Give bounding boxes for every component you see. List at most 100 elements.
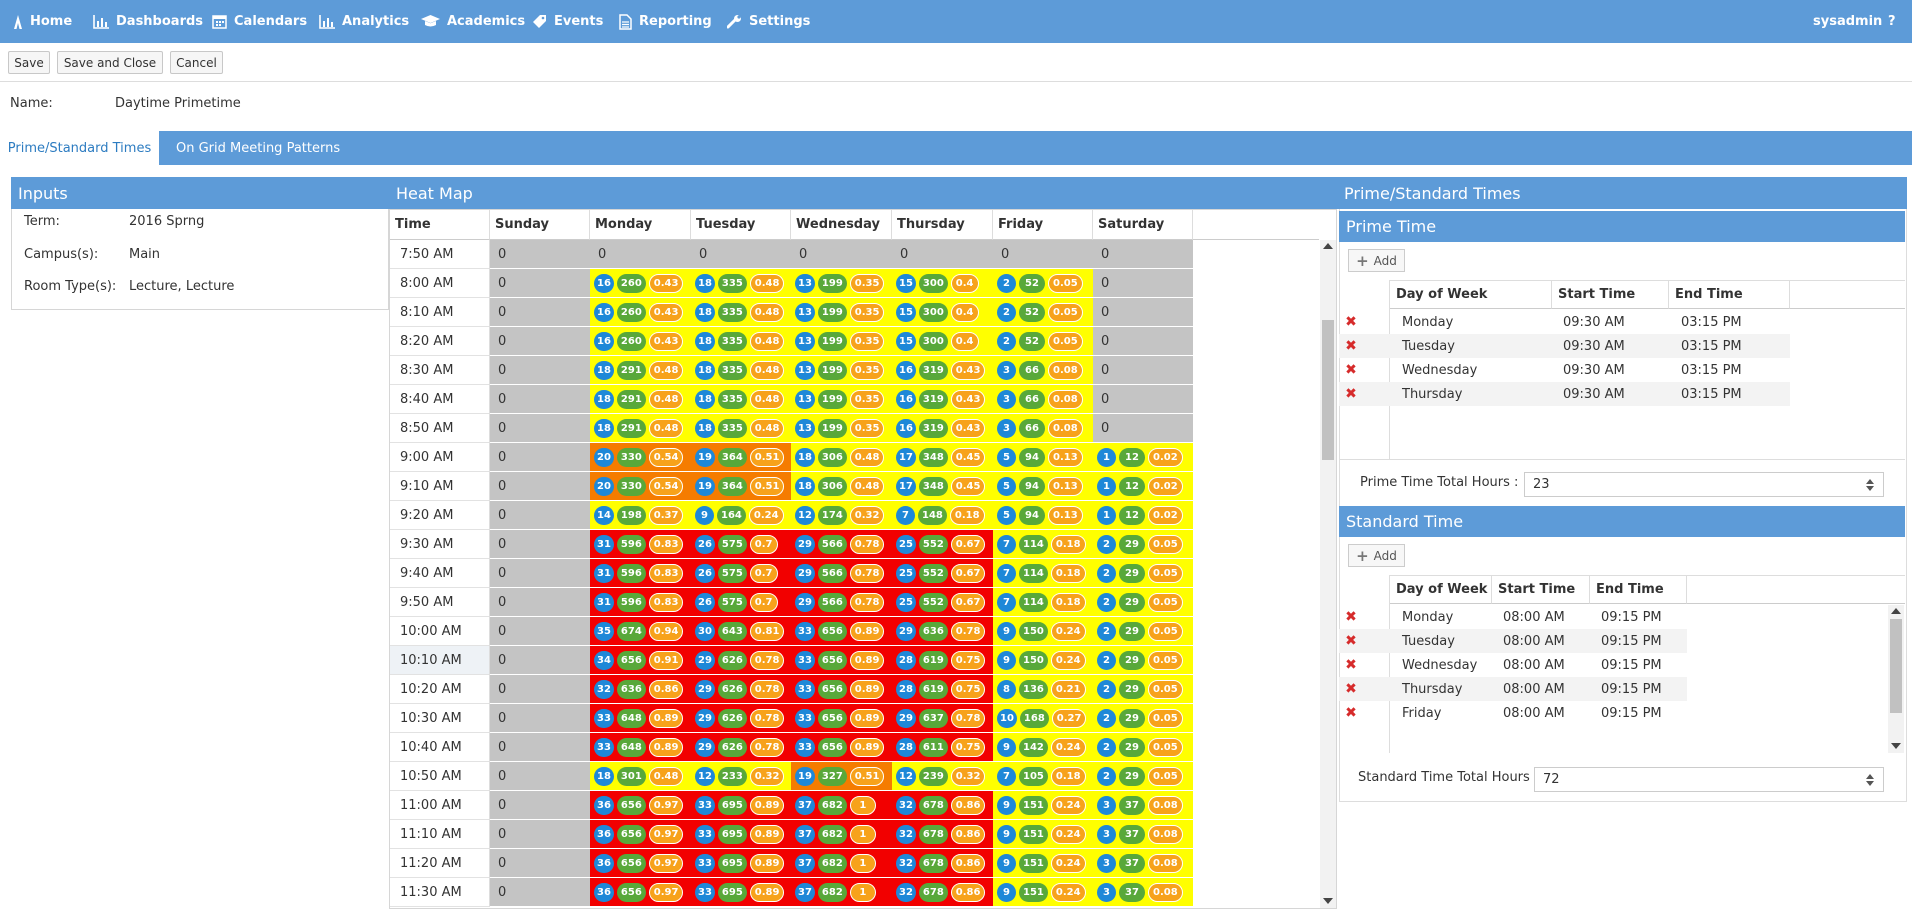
heatmap-cell[interactable]: 33 695 0.89 bbox=[691, 878, 791, 907]
heatmap-cell-empty[interactable]: 0 bbox=[590, 240, 691, 269]
delete-icon[interactable]: ✖ bbox=[1345, 314, 1357, 330]
heatmap-cell[interactable]: 3 66 0.08 bbox=[993, 356, 1093, 385]
heatmap-cell[interactable]: 9 150 0.24 bbox=[993, 617, 1093, 646]
heatmap-cell[interactable]: 7 114 0.18 bbox=[993, 530, 1093, 559]
heatmap-cell[interactable]: 2 29 0.05 bbox=[1093, 762, 1193, 791]
heatmap-time-cell[interactable]: 8:10 AM bbox=[390, 298, 490, 327]
standard-scroll-thumb[interactable] bbox=[1890, 619, 1902, 713]
user-menu[interactable]: sysadmin bbox=[1813, 0, 1882, 43]
heatmap-cell-empty[interactable]: 0 bbox=[490, 559, 590, 588]
heatmap-cell[interactable]: 2 29 0.05 bbox=[1093, 646, 1193, 675]
heatmap-cell-empty[interactable]: 0 bbox=[993, 240, 1093, 269]
prime-add-button[interactable]: + Add bbox=[1348, 249, 1405, 272]
heatmap-time-cell[interactable]: 9:20 AM bbox=[390, 501, 490, 530]
heatmap-cell[interactable]: 18 335 0.48 bbox=[691, 385, 791, 414]
scroll-down-icon[interactable] bbox=[1891, 743, 1901, 749]
heatmap-cell[interactable]: 31 596 0.83 bbox=[590, 530, 691, 559]
heatmap-cell-empty[interactable]: 0 bbox=[490, 414, 590, 443]
heatmap-cell-empty[interactable]: 0 bbox=[490, 269, 590, 298]
heatmap-cell-empty[interactable]: 0 bbox=[490, 762, 590, 791]
heatmap-cell[interactable]: 33 648 0.89 bbox=[590, 704, 691, 733]
heatmap-time-cell[interactable]: 11:00 AM bbox=[390, 791, 490, 820]
heatmap-time-cell[interactable]: 8:30 AM bbox=[390, 356, 490, 385]
heatmap-time-cell[interactable]: 11:20 AM bbox=[390, 849, 490, 878]
heatmap-cell-empty[interactable]: 0 bbox=[1093, 298, 1193, 327]
heatmap-cell[interactable]: 7 105 0.18 bbox=[993, 762, 1093, 791]
delete-icon[interactable]: ✖ bbox=[1345, 657, 1357, 673]
heatmap-cell[interactable]: 3 37 0.08 bbox=[1093, 820, 1193, 849]
heatmap-cell[interactable]: 18 291 0.48 bbox=[590, 414, 691, 443]
heatmap-cell[interactable]: 16 319 0.43 bbox=[892, 414, 993, 443]
heatmap-cell[interactable]: 9 151 0.24 bbox=[993, 820, 1093, 849]
heatmap-cell-empty[interactable]: 0 bbox=[490, 588, 590, 617]
heatmap-cell[interactable]: 8 136 0.21 bbox=[993, 675, 1093, 704]
heatmap-time-cell[interactable]: 7:50 AM bbox=[390, 240, 490, 269]
prime-time-row[interactable]: ✖ Wednesday 09:30 AM 03:15 PM bbox=[1339, 358, 1790, 382]
heatmap-scroll-thumb[interactable] bbox=[1322, 320, 1334, 460]
heatmap-cell[interactable]: 33 695 0.89 bbox=[691, 791, 791, 820]
nav-settings[interactable]: Settings bbox=[727, 0, 810, 43]
prime-col-day[interactable]: Day of Week bbox=[1390, 280, 1552, 309]
prime-col-end[interactable]: End Time bbox=[1669, 280, 1790, 309]
delete-icon[interactable]: ✖ bbox=[1345, 386, 1357, 402]
heatmap-cell[interactable]: 37 682 1 bbox=[791, 791, 892, 820]
heatmap-cell-empty[interactable]: 0 bbox=[490, 733, 590, 762]
heatmap-cell[interactable]: 28 619 0.75 bbox=[892, 646, 993, 675]
heatmap-cell[interactable]: 20 330 0.54 bbox=[590, 443, 691, 472]
heatmap-cell[interactable]: 29 566 0.78 bbox=[791, 588, 892, 617]
spinner-icon[interactable] bbox=[1865, 478, 1875, 492]
heatmap-cell-empty[interactable]: 0 bbox=[490, 675, 590, 704]
heatmap-cell[interactable]: 18 301 0.48 bbox=[590, 762, 691, 791]
heatmap-cell[interactable]: 2 29 0.05 bbox=[1093, 559, 1193, 588]
heatmap-cell[interactable]: 15 300 0.4 bbox=[892, 298, 993, 327]
heatmap-cell[interactable]: 2 52 0.05 bbox=[993, 298, 1093, 327]
heatmap-cell[interactable]: 36 656 0.97 bbox=[590, 820, 691, 849]
heatmap-cell-empty[interactable]: 0 bbox=[490, 443, 590, 472]
cancel-button[interactable]: Cancel bbox=[170, 51, 223, 74]
heatmap-cell[interactable]: 36 656 0.97 bbox=[590, 849, 691, 878]
heatmap-cell[interactable]: 18 335 0.48 bbox=[691, 356, 791, 385]
heatmap-cell[interactable]: 36 656 0.97 bbox=[590, 791, 691, 820]
heatmap-col-wednesday[interactable]: Wednesday bbox=[791, 210, 892, 240]
heatmap-cell[interactable]: 37 682 1 bbox=[791, 849, 892, 878]
heatmap-cell-empty[interactable]: 0 bbox=[490, 617, 590, 646]
heatmap-cell[interactable]: 14 198 0.37 bbox=[590, 501, 691, 530]
prime-total-input[interactable]: 23 bbox=[1524, 472, 1884, 497]
heatmap-cell[interactable]: 3 66 0.08 bbox=[993, 414, 1093, 443]
nav-academics[interactable]: Academics bbox=[421, 0, 525, 43]
heatmap-cell[interactable]: 18 335 0.48 bbox=[691, 298, 791, 327]
standard-time-row[interactable]: ✖ Tuesday 08:00 AM 09:15 PM bbox=[1339, 629, 1687, 653]
heatmap-cell[interactable]: 31 596 0.83 bbox=[590, 588, 691, 617]
heatmap-cell[interactable]: 18 291 0.48 bbox=[590, 385, 691, 414]
heatmap-cell-empty[interactable]: 0 bbox=[490, 878, 590, 907]
heatmap-cell[interactable]: 9 151 0.24 bbox=[993, 791, 1093, 820]
heatmap-cell-empty[interactable]: 0 bbox=[490, 472, 590, 501]
heatmap-cell[interactable]: 16 260 0.43 bbox=[590, 298, 691, 327]
heatmap-cell-empty[interactable]: 0 bbox=[490, 327, 590, 356]
heatmap-cell[interactable]: 18 335 0.48 bbox=[691, 327, 791, 356]
heatmap-cell[interactable]: 2 29 0.05 bbox=[1093, 733, 1193, 762]
heatmap-cell[interactable]: 2 29 0.05 bbox=[1093, 588, 1193, 617]
heatmap-cell[interactable]: 19 364 0.51 bbox=[691, 443, 791, 472]
heatmap-cell[interactable]: 37 682 1 bbox=[791, 878, 892, 907]
heatmap-cell[interactable]: 1 12 0.02 bbox=[1093, 472, 1193, 501]
heatmap-cell[interactable]: 18 335 0.48 bbox=[691, 414, 791, 443]
heatmap-cell[interactable]: 13 199 0.35 bbox=[791, 298, 892, 327]
heatmap-cell[interactable]: 2 29 0.05 bbox=[1093, 704, 1193, 733]
heatmap-time-cell[interactable]: 9:10 AM bbox=[390, 472, 490, 501]
heatmap-cell[interactable]: 5 94 0.13 bbox=[993, 501, 1093, 530]
heatmap-time-cell[interactable]: 9:40 AM bbox=[390, 559, 490, 588]
heatmap-cell[interactable]: 33 656 0.89 bbox=[791, 646, 892, 675]
nav-calendars[interactable]: Calendars bbox=[212, 0, 307, 43]
heatmap-time-cell[interactable]: 10:50 AM bbox=[390, 762, 490, 791]
heatmap-time-cell[interactable]: 10:20 AM bbox=[390, 675, 490, 704]
heatmap-cell[interactable]: 13 199 0.35 bbox=[791, 269, 892, 298]
standard-col-day[interactable]: Day of Week bbox=[1390, 575, 1492, 604]
heatmap-cell[interactable]: 33 656 0.89 bbox=[791, 675, 892, 704]
delete-icon[interactable]: ✖ bbox=[1345, 338, 1357, 354]
heatmap-cell[interactable]: 3 66 0.08 bbox=[993, 385, 1093, 414]
heatmap-cell[interactable]: 29 626 0.78 bbox=[691, 704, 791, 733]
tab-on-grid-meeting-patterns[interactable]: On Grid Meeting Patterns bbox=[176, 131, 346, 165]
heatmap-col-tuesday[interactable]: Tuesday bbox=[691, 210, 791, 240]
nav-reporting[interactable]: Reporting bbox=[619, 0, 712, 43]
